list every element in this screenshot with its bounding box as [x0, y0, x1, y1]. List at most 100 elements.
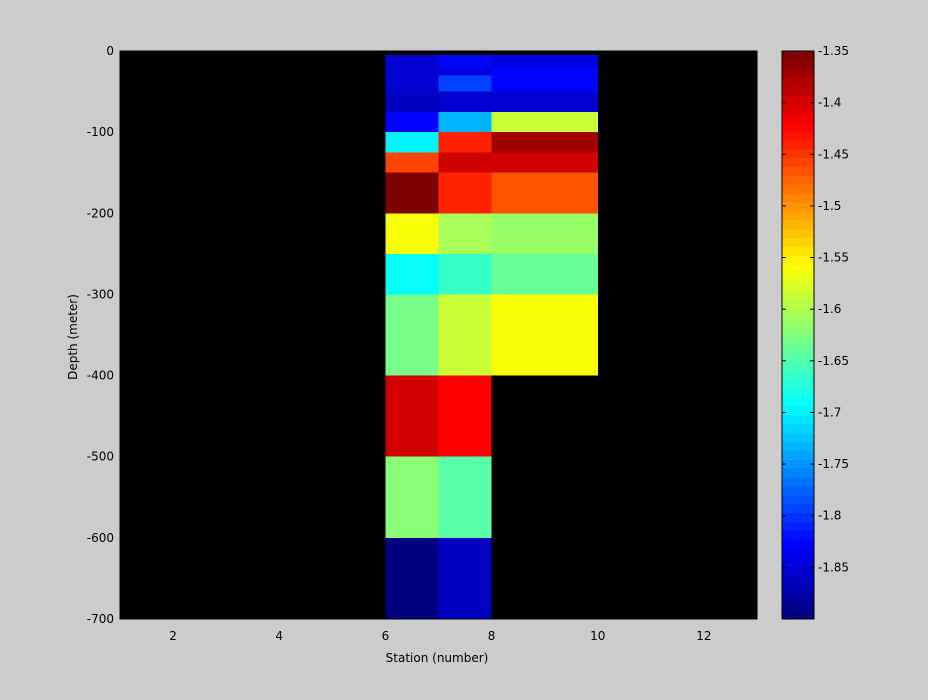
heatmap-cell — [385, 55, 439, 76]
colorbar-swatch — [782, 574, 814, 584]
colorbar-swatch — [782, 264, 814, 274]
heatmap-cell — [491, 294, 598, 376]
colorbar-swatch — [782, 565, 814, 576]
y-tick-label: -700 — [87, 612, 114, 626]
heatmap-cell — [438, 67, 492, 76]
colorbar-tick-label: -1.85 — [818, 560, 849, 574]
colorbar-swatch — [782, 219, 814, 229]
y-tick-label: 0 — [106, 44, 114, 58]
colorbar-tick-label: -1.8 — [818, 509, 841, 523]
colorbar-swatch — [782, 175, 814, 185]
heatmap-cell — [438, 152, 492, 173]
colorbar-tick-label: -1.55 — [818, 251, 849, 265]
colorbar-swatch — [782, 530, 814, 540]
y-tick-label: -300 — [87, 287, 114, 301]
colorbar-swatch — [782, 122, 814, 132]
heatmap-cell — [491, 75, 598, 92]
colorbar-swatch — [782, 370, 814, 380]
heatmap-cell — [385, 294, 439, 376]
colorbar-swatch — [782, 610, 814, 620]
colorbar-swatch — [782, 601, 814, 611]
colorbar-swatch — [782, 255, 814, 265]
colorbar-swatch — [782, 193, 814, 203]
colorbar-swatch — [782, 556, 814, 567]
heatmap-cell — [438, 91, 492, 112]
colorbar-swatch — [782, 468, 814, 478]
heatmap-cell — [438, 213, 492, 254]
colorbar-swatch — [782, 95, 814, 105]
y-axis-label: Depth (meter) — [66, 294, 80, 380]
colorbar-tick-label: -1.4 — [818, 96, 841, 110]
colorbar-swatch — [782, 521, 814, 531]
colorbar-swatch — [782, 308, 814, 318]
heatmap-cell — [438, 75, 492, 92]
colorbar-swatch — [782, 86, 814, 96]
colorbar-swatch — [782, 512, 814, 522]
y-tick-label: -100 — [87, 125, 114, 139]
heatmap-cell — [385, 132, 439, 153]
heatmap-cell — [438, 456, 492, 538]
colorbar-swatch — [782, 184, 814, 194]
colorbar-swatch — [782, 592, 814, 602]
colorbar-swatch — [782, 450, 814, 460]
axes: 2 4 6 8 10 12 0 -100 -200 -300 -400 -500 -600 -700 — [87, 44, 758, 643]
heatmap-cell — [491, 152, 598, 173]
colorbar-swatch — [782, 68, 814, 79]
colorbar-swatch — [782, 290, 814, 300]
colorbar-swatch — [782, 228, 814, 238]
heatmap-cell — [385, 456, 439, 538]
colorbar-tick-label: -1.6 — [818, 302, 841, 316]
colorbar-swatch — [782, 414, 814, 425]
x-axis-label: Station (number) — [386, 651, 489, 665]
colorbar-swatch — [782, 485, 814, 496]
heatmap-cell — [385, 213, 439, 254]
heatmap-cell — [385, 537, 439, 619]
heatmap-cells — [385, 55, 598, 619]
colorbar-swatch — [782, 51, 814, 61]
colorbar-swatch — [782, 477, 814, 487]
colorbar-swatch — [782, 113, 814, 123]
heatmap-cell — [385, 253, 439, 295]
colorbar-swatch — [782, 459, 814, 469]
colorbar-swatch — [782, 210, 814, 221]
heatmap-cell — [491, 172, 598, 214]
colorbar-swatch — [782, 397, 814, 407]
x-tick-label: 6 — [382, 629, 390, 643]
colorbar-swatch — [782, 406, 814, 416]
colorbar-swatch — [782, 130, 814, 141]
heatmap-cell — [438, 375, 492, 457]
colorbar-swatch — [782, 281, 814, 292]
heatmap-cell — [438, 253, 492, 295]
colorbar-swatch — [782, 166, 814, 176]
colorbar-swatch — [782, 503, 814, 513]
colorbar-tick-label: -1.65 — [818, 354, 849, 368]
x-tick-label: 4 — [275, 629, 283, 643]
heatmap-cell — [438, 172, 492, 214]
heatmap-cell — [491, 111, 598, 133]
colorbar-tick-label: -1.45 — [818, 147, 849, 161]
colorbar-swatch — [782, 59, 814, 70]
colorbar-swatch — [782, 335, 814, 345]
heatmap-cell — [491, 213, 598, 254]
colorbar-swatch — [782, 352, 814, 363]
heatmap-cell — [385, 375, 439, 457]
colorbar-tick-label: -1.7 — [818, 405, 841, 419]
colorbar-swatch — [782, 432, 814, 442]
heatmap-cell — [491, 91, 598, 112]
y-tick-label: -200 — [87, 206, 114, 220]
colorbar-swatch — [782, 548, 814, 558]
colorbar-swatch — [782, 299, 814, 309]
colorbar-swatch — [782, 157, 814, 167]
heatmap-cell — [385, 152, 439, 173]
x-tick-label: 8 — [488, 629, 496, 643]
heatmap-cell — [385, 75, 439, 92]
heatmap-cell — [491, 55, 598, 68]
colorbar-tick-label: -1.35 — [818, 44, 849, 58]
plot-frame — [119, 50, 758, 620]
colorbar-swatch — [782, 423, 814, 434]
x-tick-label: 12 — [696, 629, 711, 643]
heatmap-cell — [385, 172, 439, 214]
heatmap-cell — [438, 132, 492, 153]
colorbar-swatch — [782, 148, 814, 158]
